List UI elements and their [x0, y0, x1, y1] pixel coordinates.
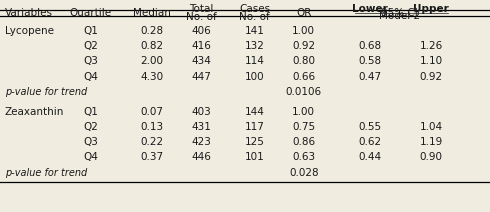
Text: 1.19: 1.19 — [419, 137, 443, 147]
Text: Median: Median — [133, 8, 171, 18]
Text: No. of: No. of — [240, 12, 270, 22]
Text: 0.58: 0.58 — [358, 56, 382, 66]
Text: 141: 141 — [245, 26, 265, 36]
Text: 0.75: 0.75 — [292, 122, 316, 132]
Text: 0.13: 0.13 — [140, 122, 164, 132]
Text: Q3: Q3 — [83, 56, 98, 66]
Text: 100: 100 — [245, 71, 265, 82]
Text: 101: 101 — [245, 152, 265, 162]
Text: 2.00: 2.00 — [141, 56, 163, 66]
Text: 1.04: 1.04 — [419, 122, 443, 132]
Text: Q1: Q1 — [83, 26, 98, 36]
Text: p-value for trend: p-value for trend — [5, 87, 87, 97]
Text: OR: OR — [296, 8, 312, 18]
Text: 1.10: 1.10 — [419, 56, 443, 66]
Text: Upper: Upper — [414, 4, 449, 14]
Text: 431: 431 — [191, 122, 211, 132]
Text: Q4: Q4 — [83, 152, 98, 162]
Text: 446: 446 — [191, 152, 211, 162]
Text: 406: 406 — [191, 26, 211, 36]
Text: 0.0106: 0.0106 — [286, 87, 322, 97]
Text: 0.62: 0.62 — [358, 137, 382, 147]
Text: 0.47: 0.47 — [358, 71, 382, 82]
Text: Q2: Q2 — [83, 122, 98, 132]
Text: 0.44: 0.44 — [358, 152, 382, 162]
Text: 125: 125 — [245, 137, 265, 147]
Text: 0.92: 0.92 — [292, 41, 316, 51]
Text: Lycopene: Lycopene — [5, 26, 54, 36]
Text: 0.63: 0.63 — [292, 152, 316, 162]
Text: 416: 416 — [191, 41, 211, 51]
Text: Q3: Q3 — [83, 137, 98, 147]
Text: 0.028: 0.028 — [289, 168, 318, 178]
Text: 1.00: 1.00 — [293, 107, 315, 117]
Text: 434: 434 — [191, 56, 211, 66]
Text: 0.22: 0.22 — [140, 137, 164, 147]
Text: 0.28: 0.28 — [140, 26, 164, 36]
Text: 423: 423 — [191, 137, 211, 147]
Text: 0.92: 0.92 — [419, 71, 443, 82]
Text: 1.26: 1.26 — [419, 41, 443, 51]
Text: Cases: Cases — [239, 4, 270, 14]
Text: p-value for trend: p-value for trend — [5, 168, 87, 178]
Text: 0.07: 0.07 — [141, 107, 163, 117]
Text: Q1: Q1 — [83, 107, 98, 117]
Text: 0.68: 0.68 — [358, 41, 382, 51]
Text: Total: Total — [189, 4, 213, 14]
Text: Model 2: Model 2 — [379, 11, 420, 21]
Text: 117: 117 — [245, 122, 265, 132]
Text: 0.37: 0.37 — [140, 152, 164, 162]
Text: 95% CI: 95% CI — [381, 8, 417, 18]
Text: 0.55: 0.55 — [358, 122, 382, 132]
Text: Variables: Variables — [5, 8, 53, 18]
Text: 114: 114 — [245, 56, 265, 66]
Text: 0.86: 0.86 — [292, 137, 316, 147]
Text: 447: 447 — [191, 71, 211, 82]
Text: 0.66: 0.66 — [292, 71, 316, 82]
Text: Q4: Q4 — [83, 71, 98, 82]
Text: 4.30: 4.30 — [140, 71, 164, 82]
Text: Q2: Q2 — [83, 41, 98, 51]
Text: 132: 132 — [245, 41, 265, 51]
Text: 144: 144 — [245, 107, 265, 117]
Text: Lower: Lower — [352, 4, 388, 14]
Text: 1.00: 1.00 — [293, 26, 315, 36]
Text: Zeaxanthin: Zeaxanthin — [5, 107, 64, 117]
Text: 0.80: 0.80 — [293, 56, 315, 66]
Text: 0.82: 0.82 — [140, 41, 164, 51]
Text: 403: 403 — [191, 107, 211, 117]
Text: Quartile: Quartile — [70, 8, 112, 18]
Text: 0.90: 0.90 — [420, 152, 442, 162]
Text: No. of: No. of — [186, 12, 216, 22]
